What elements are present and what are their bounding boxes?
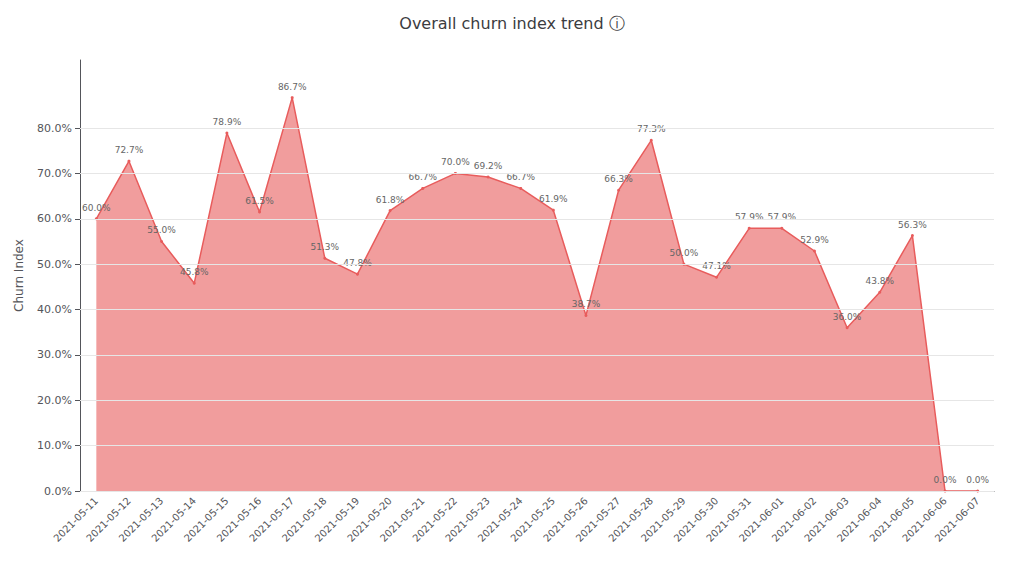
svg-text:2021-05-24: 2021-05-24 — [475, 495, 525, 544]
svg-text:43.8%: 43.8% — [865, 276, 894, 286]
svg-text:20.0%: 20.0% — [37, 394, 72, 407]
svg-text:2021-05-20: 2021-05-20 — [345, 495, 394, 544]
svg-text:2021-06-02: 2021-06-02 — [769, 495, 819, 544]
svg-text:2021-06-04: 2021-06-04 — [834, 495, 884, 544]
svg-text:2021-05-25: 2021-05-25 — [508, 495, 558, 544]
svg-text:66.7%: 66.7% — [408, 172, 437, 183]
svg-text:Churn Index: Churn Index — [12, 239, 26, 312]
svg-text:69.2%: 69.2% — [474, 161, 503, 171]
svg-text:55.0%: 55.0% — [147, 225, 176, 235]
svg-text:78.9%: 78.9% — [213, 117, 242, 127]
svg-text:2021-05-23: 2021-05-23 — [443, 495, 492, 544]
svg-text:72.7%: 72.7% — [115, 145, 144, 155]
svg-text:2021-05-18: 2021-05-18 — [279, 495, 329, 544]
svg-text:2021-06-01: 2021-06-01 — [736, 495, 786, 544]
svg-text:2021-05-11: 2021-05-11 — [51, 495, 101, 544]
svg-text:57.9%: 57.9% — [735, 212, 764, 222]
svg-text:2021-05-22: 2021-05-22 — [410, 495, 460, 544]
svg-text:0.0%: 0.0% — [44, 485, 72, 498]
svg-text:2021-05-31: 2021-05-31 — [704, 495, 754, 544]
svg-text:2021-05-30: 2021-05-30 — [671, 495, 721, 544]
svg-text:51.3%: 51.3% — [311, 242, 340, 252]
svg-text:2021-05-13: 2021-05-13 — [116, 495, 166, 544]
svg-text:77.3%: 77.3% — [637, 124, 666, 134]
svg-text:45.8%: 45.8% — [180, 267, 209, 277]
svg-text:66.7%: 66.7% — [506, 172, 535, 183]
svg-text:2021-05-14: 2021-05-14 — [149, 495, 199, 544]
svg-text:0.0%: 0.0% — [934, 475, 957, 485]
svg-text:70.0%: 70.0% — [37, 167, 72, 180]
svg-text:2021-05-17: 2021-05-17 — [247, 495, 297, 544]
svg-text:2021-05-19: 2021-05-19 — [312, 495, 362, 544]
svg-text:47.1%: 47.1% — [702, 261, 731, 271]
svg-text:60.0%: 60.0% — [82, 203, 111, 213]
svg-text:52.9%: 52.9% — [800, 235, 829, 245]
svg-text:57.9%: 57.9% — [768, 212, 797, 222]
svg-text:2021-06-03: 2021-06-03 — [802, 495, 851, 544]
svg-text:38.7%: 38.7% — [572, 299, 601, 309]
svg-text:47.8%: 47.8% — [343, 258, 372, 268]
svg-text:2021-05-15: 2021-05-15 — [182, 495, 231, 544]
svg-text:40.0%: 40.0% — [37, 303, 72, 316]
svg-text:2021-06-06: 2021-06-06 — [900, 495, 949, 544]
svg-text:66.3%: 66.3% — [604, 174, 633, 184]
svg-text:61.9%: 61.9% — [539, 194, 568, 204]
svg-text:2021-05-29: 2021-05-29 — [639, 495, 688, 544]
svg-text:2021-06-05: 2021-06-05 — [867, 495, 917, 544]
svg-text:2021-06-07: 2021-06-07 — [933, 495, 982, 544]
svg-text:70.0%: 70.0% — [441, 157, 470, 167]
svg-text:61.8%: 61.8% — [376, 195, 405, 205]
svg-text:2021-05-21: 2021-05-21 — [377, 495, 427, 544]
svg-text:61.5%: 61.5% — [245, 196, 274, 206]
svg-text:2021-05-16: 2021-05-16 — [214, 495, 264, 544]
svg-text:36.0%: 36.0% — [833, 312, 862, 322]
svg-text:56.3%: 56.3% — [898, 220, 927, 230]
svg-text:0.0%: 0.0% — [966, 475, 989, 485]
svg-text:30.0%: 30.0% — [37, 348, 72, 361]
svg-text:50.0%: 50.0% — [670, 248, 699, 258]
svg-text:60.0%: 60.0% — [37, 212, 72, 225]
svg-text:50.0%: 50.0% — [37, 258, 72, 271]
svg-text:2021-05-26: 2021-05-26 — [541, 495, 590, 544]
svg-text:2021-05-27: 2021-05-27 — [573, 495, 623, 544]
svg-text:10.0%: 10.0% — [37, 439, 72, 452]
svg-text:2021-05-12: 2021-05-12 — [84, 495, 133, 544]
svg-text:80.0%: 80.0% — [37, 122, 72, 135]
svg-text:Overall churn index trend ⓘ: Overall churn index trend ⓘ — [399, 14, 624, 33]
svg-text:2021-05-28: 2021-05-28 — [606, 495, 656, 544]
svg-text:86.7%: 86.7% — [278, 82, 307, 92]
